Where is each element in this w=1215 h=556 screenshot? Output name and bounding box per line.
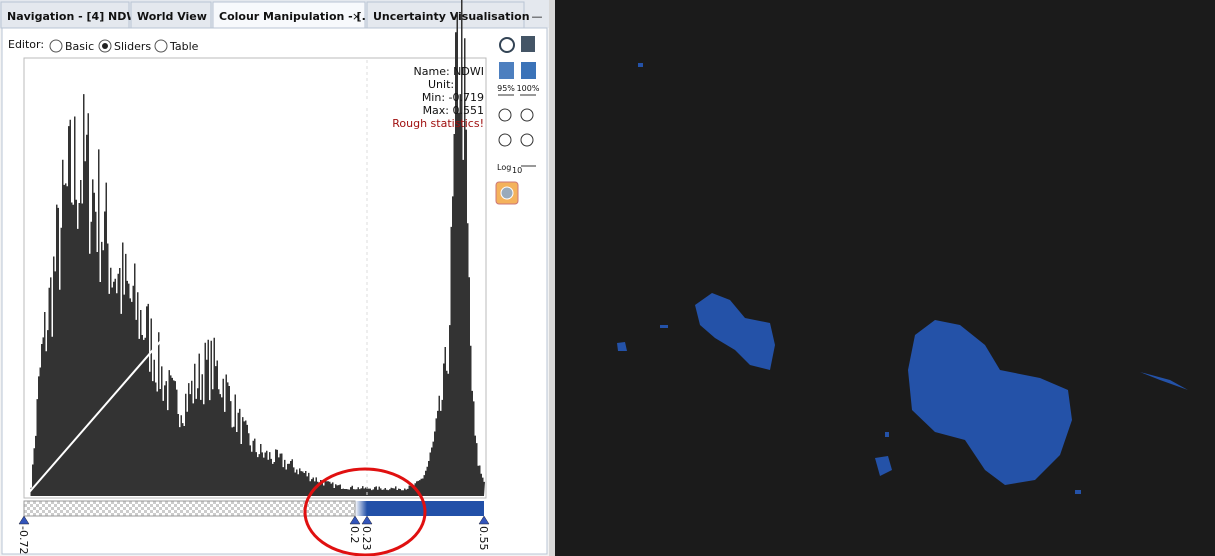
tab-label[interactable]: Uncertainty Visualisation: [373, 10, 530, 23]
slider-label: 0.55: [477, 526, 490, 551]
slider-gradient: [355, 501, 367, 516]
slider-label: -0.72: [17, 526, 30, 554]
info-min: Min: -0.719: [422, 91, 484, 104]
tab-label[interactable]: World View: [137, 10, 207, 23]
log-icon[interactable]: Log: [497, 163, 511, 172]
p95-icon[interactable]: 95%: [497, 84, 515, 93]
radio-label[interactable]: Table: [169, 40, 199, 53]
tab-label[interactable]: Colour Manipulation - [...: [219, 10, 374, 23]
radio[interactable]: [155, 40, 167, 52]
p100-icon[interactable]: 100%: [517, 84, 540, 93]
log-base: 10: [512, 166, 522, 175]
open-icon[interactable]: [499, 62, 514, 79]
info-max: Max: 0.551: [423, 104, 484, 117]
zoom-out-h[interactable]: [521, 134, 533, 146]
zoom-in-v[interactable]: [499, 109, 511, 121]
save-icon[interactable]: [521, 62, 536, 79]
info-warning: Rough statistics!: [392, 117, 484, 130]
info-name: Name: NDWI: [414, 65, 484, 78]
editor-label: Editor:: [8, 38, 44, 51]
radio-dot: [102, 43, 108, 49]
zoom-in-h[interactable]: [499, 134, 511, 146]
info-unit: Unit:: [428, 78, 454, 91]
radio-label[interactable]: Basic: [65, 40, 94, 53]
import-icon[interactable]: [521, 36, 535, 52]
slider-label: 0.23: [360, 526, 373, 551]
zoom-out-v[interactable]: [521, 109, 533, 121]
radio[interactable]: [50, 40, 62, 52]
tab-label[interactable]: Navigation - [4] NDWI: [7, 10, 143, 23]
minimize-button[interactable]: —: [532, 10, 543, 23]
radio-label[interactable]: Sliders: [114, 40, 151, 53]
tab-close[interactable]: ×: [352, 10, 361, 23]
divider: [549, 0, 555, 556]
screen: Navigation - [4] NDWIWorld View Colour Ma…: [0, 0, 1215, 556]
slider-label: 0.2: [348, 526, 361, 544]
